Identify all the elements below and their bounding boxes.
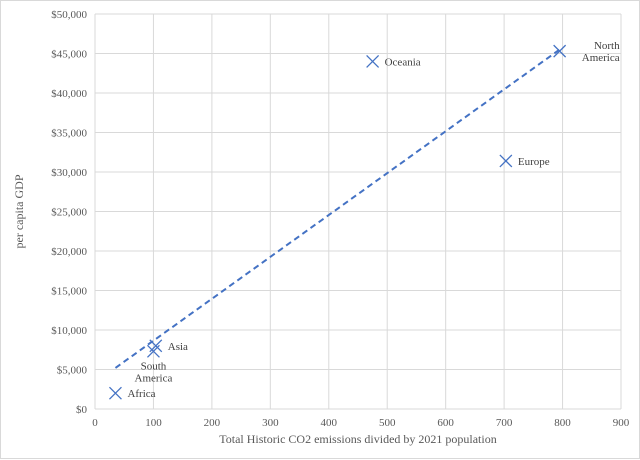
- point-label: North America: [582, 40, 620, 64]
- x-tick-label: 400: [321, 417, 338, 429]
- point-label: Oceania: [385, 56, 421, 68]
- x-tick-label: 500: [379, 417, 396, 429]
- trendline: [114, 48, 561, 369]
- point-label: Asia: [168, 341, 188, 353]
- x-tick-label: 100: [145, 417, 162, 429]
- data-point: [366, 54, 380, 68]
- y-tick-label: $5,000: [57, 365, 88, 377]
- point-label: South America: [135, 360, 173, 384]
- y-tick-label: $0: [76, 404, 88, 416]
- y-tick-label: $45,000: [51, 49, 87, 61]
- y-axis-title: per capita GDP: [12, 174, 26, 248]
- x-tick-label: 300: [262, 417, 279, 429]
- x-axis-title: Total Historic CO2 emissions divided by …: [219, 432, 496, 446]
- point-label: Africa: [127, 388, 155, 400]
- data-point: [499, 154, 513, 168]
- y-tick-label: $20,000: [51, 246, 87, 258]
- y-tick-label: $25,000: [51, 207, 87, 219]
- x-tick-label: 0: [92, 417, 98, 429]
- x-tick-label: 800: [554, 417, 571, 429]
- y-tick-label: $10,000: [51, 325, 87, 337]
- x-tick-label: 600: [437, 417, 454, 429]
- x-tick-label: 200: [204, 417, 221, 429]
- x-tick-label: 900: [613, 417, 630, 429]
- x-tick-label: 700: [496, 417, 513, 429]
- data-point: [553, 44, 567, 58]
- y-tick-label: $40,000: [51, 88, 87, 100]
- y-tick-label: $15,000: [51, 286, 87, 298]
- data-point: [146, 344, 160, 358]
- y-tick-label: $30,000: [51, 167, 87, 179]
- y-tick-label: $35,000: [51, 128, 87, 140]
- data-point: [108, 386, 122, 400]
- y-tick-label: $50,000: [51, 9, 87, 21]
- point-label: Europe: [518, 156, 550, 168]
